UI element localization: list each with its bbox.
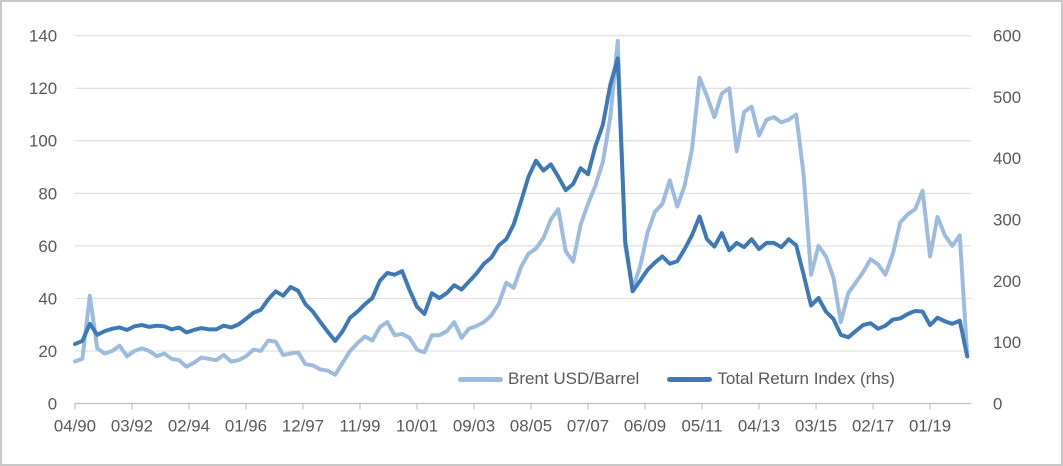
left-axis-tick-label: 40	[38, 289, 57, 308]
x-axis-tick-label: 09/03	[453, 416, 495, 435]
x-axis-tick-label: 08/05	[510, 416, 552, 435]
total-return-index-legend-swatch	[667, 376, 713, 382]
total-return-index-legend-label: Total Return Index (rhs)	[717, 369, 895, 388]
x-axis-tick-label: 02/17	[852, 416, 894, 435]
x-axis-tick-label: 02/94	[168, 416, 210, 435]
x-axis-tick-label: 06/09	[624, 416, 666, 435]
total-return-index-series-line	[72, 56, 970, 359]
x-axis-tick-label: 10/01	[396, 416, 438, 435]
x-axis-tick-label: 04/90	[54, 416, 96, 435]
x-axis-tick-label: 03/92	[111, 416, 153, 435]
legend-item-total-return-index: Total Return Index (rhs)	[667, 369, 895, 389]
right-axis-tick-label: 500	[993, 88, 1021, 107]
left-axis-tick-label: 0	[48, 394, 57, 413]
x-axis-tick-label: 11/99	[340, 416, 381, 435]
x-axis-tick-label: 01/19	[909, 416, 951, 435]
x-axis-tick-label: 12/97	[282, 416, 324, 435]
right-axis-tick-label: 100	[993, 333, 1021, 352]
left-axis-tick-label: 60	[38, 237, 57, 256]
left-axis-tick-label: 20	[38, 342, 57, 361]
x-axis-tick-label: 01/96	[225, 416, 267, 435]
left-axis-tick-label: 120	[29, 79, 57, 98]
chart-legend: Brent USD/Barrel Total Return Index (rhs…	[458, 369, 895, 389]
right-axis-tick-label: 200	[993, 272, 1021, 291]
left-axis-tick-label: 100	[29, 132, 57, 151]
brent-legend-swatch	[458, 376, 503, 382]
legend-item-brent: Brent USD/Barrel	[458, 369, 639, 389]
left-axis-tick-label: 140	[29, 27, 57, 46]
left-axis-tick-label: 80	[38, 184, 57, 203]
right-axis-tick-label: 400	[993, 149, 1021, 168]
x-axis-tick-label: 04/13	[738, 416, 780, 435]
right-axis-tick-label: 600	[993, 27, 1021, 46]
x-axis-tick-label: 05/11	[682, 416, 723, 435]
brent-legend-label: Brent USD/Barrel	[508, 369, 640, 388]
x-axis-tick-label: 03/15	[795, 416, 837, 435]
right-axis-tick-label: 0	[993, 394, 1002, 413]
x-axis-tick-label: 07/07	[567, 416, 609, 435]
right-axis-tick-label: 300	[993, 211, 1021, 230]
brent-series-line	[72, 38, 970, 377]
